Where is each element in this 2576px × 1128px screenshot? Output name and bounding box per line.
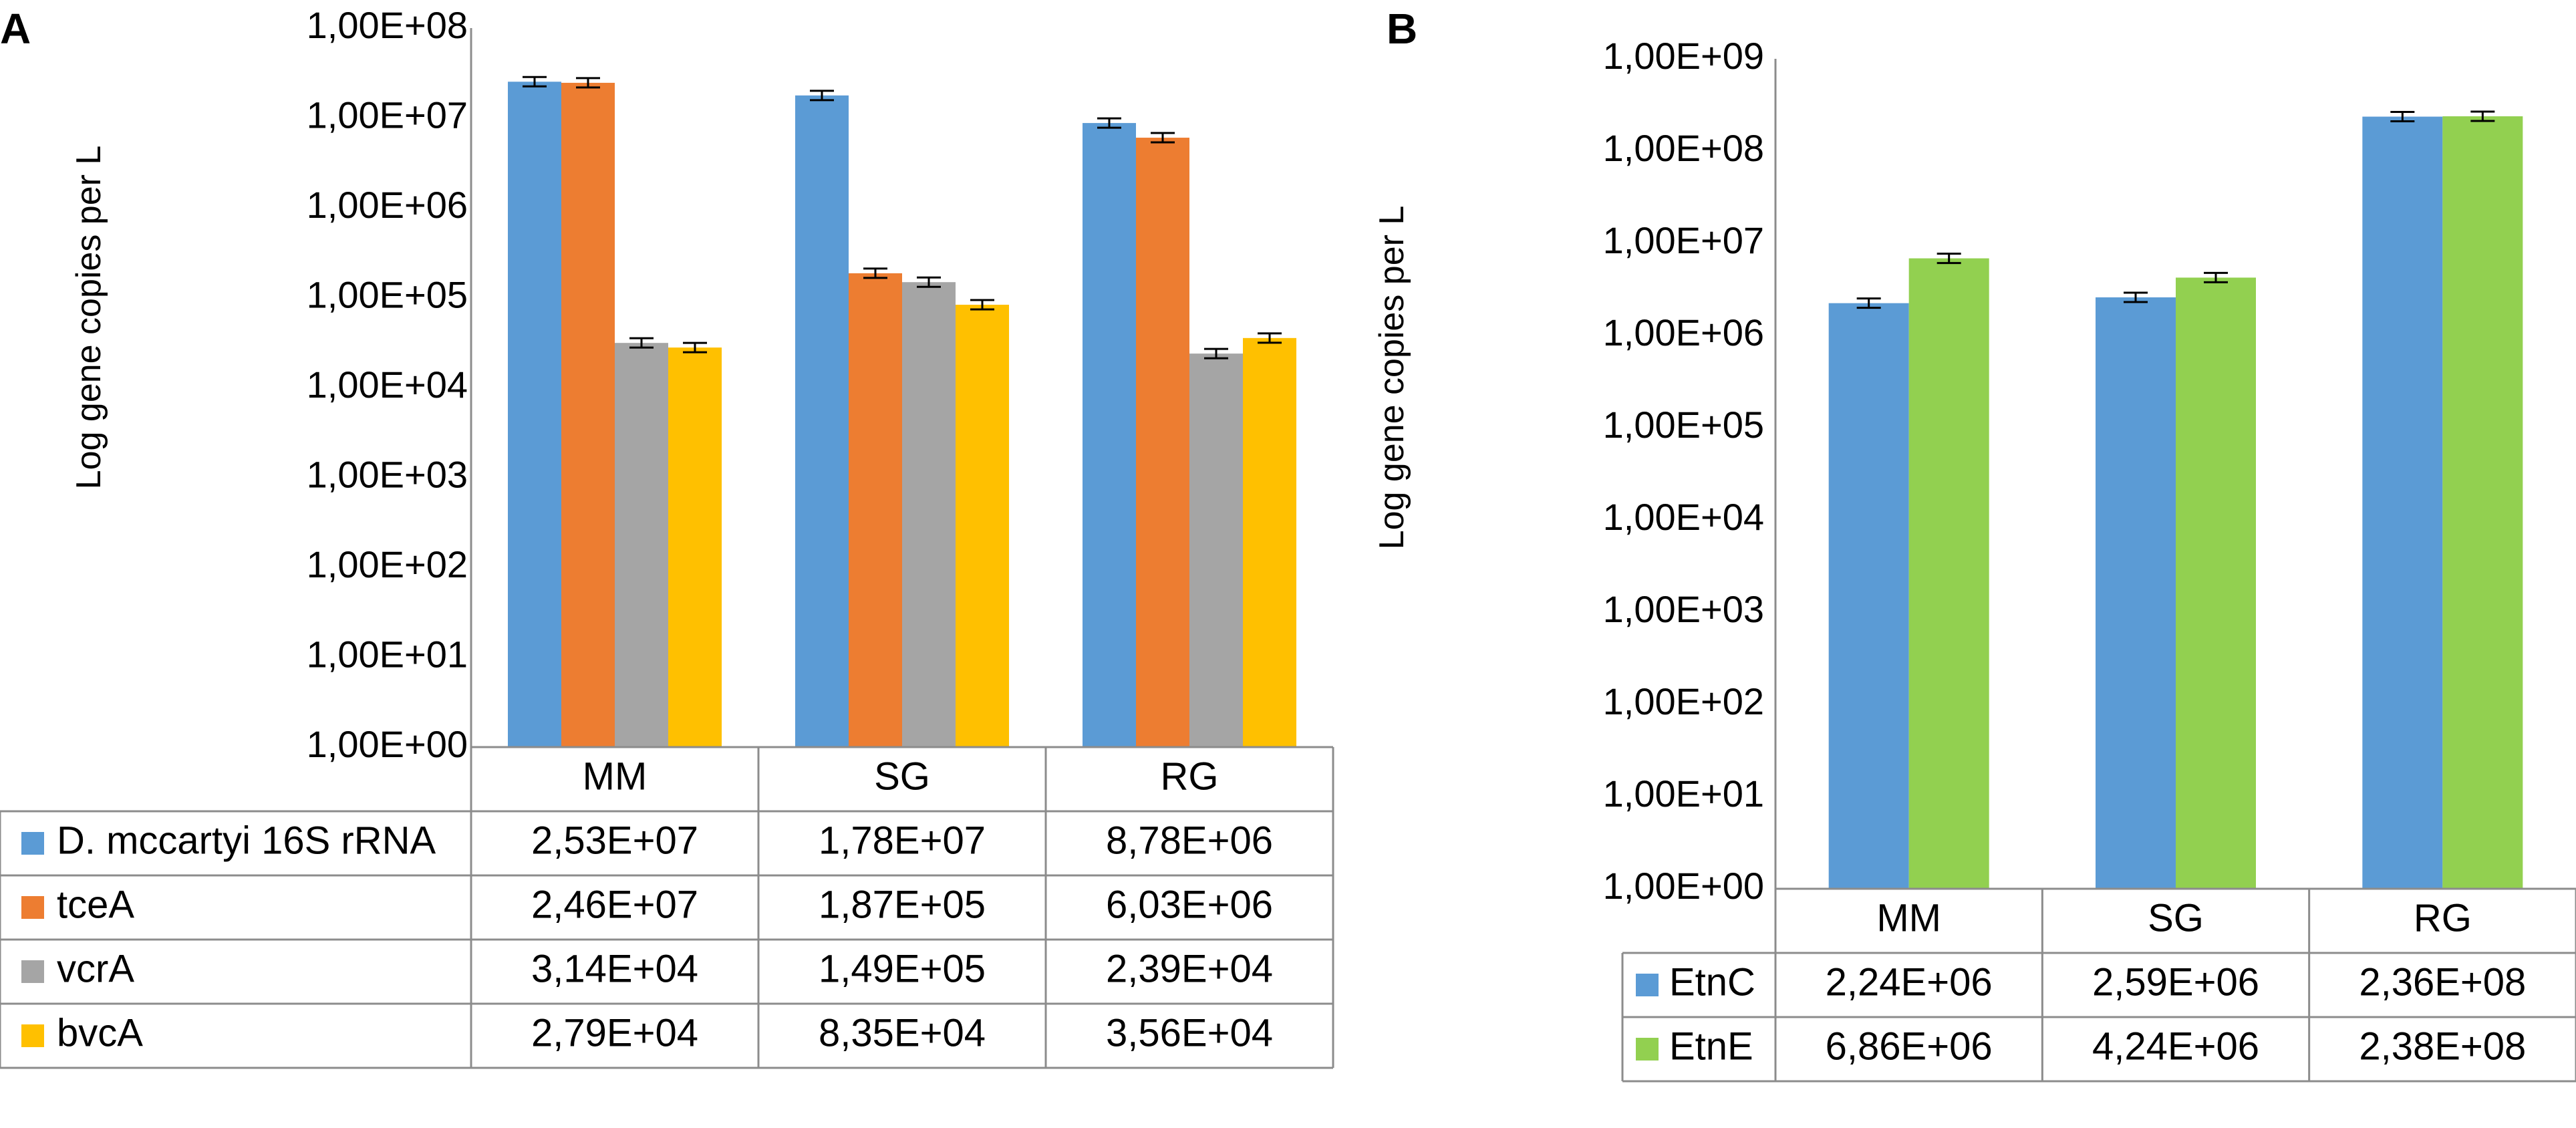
y-tick-label: 1,00E+02	[1603, 680, 1764, 722]
bar	[1243, 337, 1296, 748]
y-tick-label: 1,00E+07	[1603, 219, 1764, 261]
y-axis-title: Log gene copies per L	[69, 146, 108, 490]
data-label: 2,79E+04	[531, 1011, 698, 1054]
bar	[1908, 258, 1989, 889]
category-label: RG	[2414, 896, 2472, 940]
data-label: 2,38E+08	[2359, 1024, 2526, 1068]
y-tick-label: 1,00E+00	[307, 723, 468, 765]
bar	[2442, 116, 2523, 889]
bar	[2176, 277, 2256, 889]
panel-label: A	[0, 5, 31, 53]
legend-swatch	[1636, 974, 1659, 996]
bar	[795, 95, 849, 748]
bar	[1083, 123, 1136, 748]
category-label: MM	[583, 754, 648, 798]
category-label: SG	[2148, 896, 2204, 940]
y-tick-label: 1,00E+08	[1603, 127, 1764, 169]
legend-swatch	[21, 832, 44, 855]
bar	[956, 305, 1009, 747]
data-label: 6,03E+06	[1106, 883, 1273, 926]
bar	[668, 347, 722, 747]
legend-label: vcrA	[57, 947, 134, 990]
bar	[1828, 303, 1909, 889]
panel-label: B	[1387, 5, 1417, 53]
data-label: 4,24E+06	[2092, 1024, 2259, 1068]
y-tick-label: 1,00E+01	[307, 633, 468, 675]
bar	[902, 282, 956, 748]
legend-label: tceA	[57, 883, 134, 926]
data-label: 2,36E+08	[2359, 960, 2526, 1004]
data-label: 8,78E+06	[1106, 819, 1273, 862]
legend-label: EtnC	[1669, 960, 1755, 1004]
y-tick-label: 1,00E+04	[1603, 496, 1764, 538]
data-label: 3,14E+04	[531, 947, 698, 990]
legend-swatch	[1636, 1038, 1659, 1061]
data-label: 2,46E+07	[531, 883, 698, 926]
bar	[561, 82, 615, 747]
chart-panel-A: A Log gene copies per L 1,00E+00 1,00E+01 1,…	[0, 4, 1334, 1069]
category-label: MM	[1876, 896, 1941, 940]
legend-label: bvcA	[57, 1011, 143, 1054]
legend-swatch	[21, 896, 44, 919]
bar	[1189, 354, 1243, 747]
y-tick-label: 1,00E+06	[1603, 311, 1764, 354]
y-tick-label: 1,00E+08	[307, 4, 468, 46]
bar	[615, 343, 668, 747]
y-tick-label: 1,00E+06	[307, 184, 468, 226]
y-tick-label: 1,00E+05	[1603, 404, 1764, 446]
y-tick-label: 1,00E+03	[307, 453, 468, 495]
bar	[1136, 138, 1189, 748]
legend-label: EtnE	[1669, 1024, 1753, 1068]
legend-swatch	[21, 1024, 44, 1047]
data-label: 2,59E+06	[2092, 960, 2259, 1004]
y-tick-label: 1,00E+01	[1603, 772, 1764, 815]
bar	[2362, 116, 2443, 889]
category-label: SG	[874, 754, 930, 798]
bar	[849, 273, 902, 747]
category-label: RG	[1161, 754, 1219, 798]
data-label: 1,87E+05	[819, 883, 986, 926]
y-tick-label: 1,00E+00	[1603, 865, 1764, 907]
y-axis-title: Log gene copies per L	[1373, 206, 1411, 550]
bar	[508, 82, 561, 748]
data-label: 2,53E+07	[531, 819, 698, 862]
y-tick-label: 1,00E+09	[1603, 35, 1764, 77]
data-label: 2,24E+06	[1826, 960, 1993, 1004]
y-tick-label: 1,00E+05	[307, 273, 468, 315]
y-tick-label: 1,00E+07	[307, 94, 468, 136]
y-tick-label: 1,00E+04	[307, 364, 468, 406]
data-label: 6,86E+06	[1826, 1024, 1993, 1068]
legend-label: D. mccartyi 16S rRNA	[57, 819, 436, 862]
data-label: 8,35E+04	[819, 1011, 986, 1054]
data-label: 1,49E+05	[819, 947, 986, 990]
legend-swatch	[21, 960, 44, 983]
data-label: 3,56E+04	[1106, 1011, 1273, 1054]
chart-panel-B: B Log gene copies per L 1,00E+00 1,00E+01 1,…	[1373, 5, 2576, 1083]
y-tick-label: 1,00E+03	[1603, 588, 1764, 630]
data-label: 2,39E+04	[1106, 947, 1273, 990]
data-label: 1,78E+07	[819, 819, 986, 862]
y-tick-label: 1,00E+02	[307, 543, 468, 585]
bar	[2096, 297, 2176, 889]
